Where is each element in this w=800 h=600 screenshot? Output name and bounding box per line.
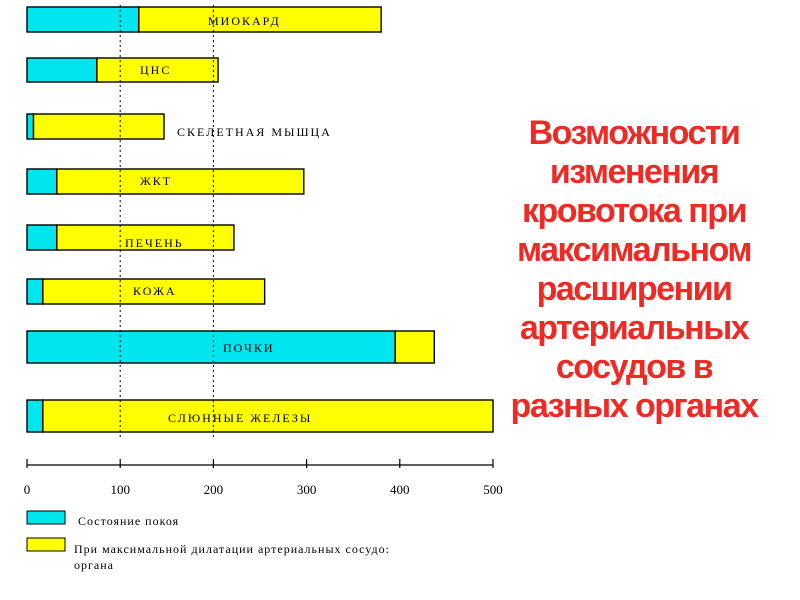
bar-rest	[26, 168, 58, 195]
category-label: МИОКАРД	[208, 14, 281, 28]
legend: Состояние покоя При максимальной дилатац…	[26, 510, 390, 572]
bar-max	[32, 113, 165, 140]
title-line: кровотока при	[522, 192, 747, 230]
title-line: изменения	[549, 153, 720, 191]
x-axis: 0 100 200 300 400 500	[24, 459, 503, 497]
x-tick-label: 0	[24, 482, 31, 497]
bar-max	[56, 168, 305, 195]
bar-max	[56, 224, 235, 251]
title-line: артериальных	[519, 309, 750, 347]
x-tick-label: 200	[204, 482, 224, 497]
bar-rest	[26, 6, 140, 33]
category-label: ЖКТ	[140, 174, 172, 188]
bar-rest	[26, 330, 396, 364]
bar-max	[42, 399, 494, 433]
category-label: СЛЮННЫЕ ЖЕЛЕЗЫ	[168, 411, 312, 425]
title-line: сосудов в	[555, 348, 714, 386]
x-tick-label: 300	[297, 482, 317, 497]
category-label: КОЖА	[133, 284, 177, 298]
category-label: ЦНС	[140, 63, 171, 77]
title-line: расширении	[536, 270, 733, 308]
bar-rest	[26, 224, 58, 251]
bars	[26, 6, 494, 433]
category-label: СКЕЛЕТНАЯ МЫШЦА	[177, 125, 332, 139]
bar-rest	[26, 57, 98, 83]
bar-max	[96, 57, 219, 83]
bar-max	[138, 6, 382, 33]
bar-rest	[26, 278, 44, 305]
x-tick-label: 100	[110, 482, 130, 497]
title-line: Возможности	[528, 114, 741, 152]
bar-rest	[26, 399, 44, 433]
legend-swatch-max	[26, 537, 66, 552]
chart-title: Возможности изменения кровотока при макс…	[506, 114, 762, 426]
category-label: ПОЧКИ	[223, 341, 275, 355]
legend-label-max-line2: органа	[74, 558, 114, 572]
bar-rest	[26, 113, 35, 140]
title-line: максимальном	[516, 231, 753, 269]
legend-swatch-rest	[26, 510, 66, 525]
legend-label-rest: Состояние покоя	[78, 514, 179, 528]
reference-lines	[119, 5, 214, 438]
bar-max	[394, 330, 435, 364]
x-tick-label: 500	[483, 482, 503, 497]
legend-label-max-line1: При максимальной дилатации артериальных …	[74, 542, 390, 556]
category-label: ПЕЧЕНЬ	[125, 236, 184, 250]
title-line: разных органах	[510, 387, 759, 425]
x-tick-label: 400	[390, 482, 410, 497]
bar-max	[42, 278, 266, 305]
category-labels: МИОКАРД ЦНС СКЕЛЕТНАЯ МЫШЦА ЖКТ ПЕЧЕНЬ КОЖА ПО…	[125, 14, 332, 425]
